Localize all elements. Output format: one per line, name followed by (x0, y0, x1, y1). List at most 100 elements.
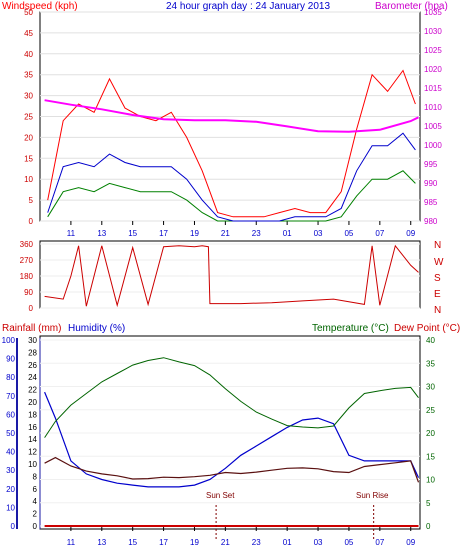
baro-tick-label: 990 (424, 179, 438, 188)
dir-tick-label: 360 (20, 240, 34, 249)
temp-tick-label: 5 (426, 499, 431, 508)
grid-lines (40, 11, 420, 531)
wind-x-tick-label: 07 (375, 229, 384, 238)
wind-tick-label: 45 (24, 29, 33, 38)
humidity-line (44, 391, 420, 488)
dir-tick-label: 0 (29, 304, 34, 313)
baro-tick-label: 1035 (424, 8, 442, 17)
rain-tick-label: 12 (28, 448, 37, 457)
rain-tick-label: 18 (28, 410, 37, 419)
wind-tick-label: 50 (24, 8, 33, 17)
temp-x-tick-label: 15 (128, 538, 137, 547)
wind-tick-label: 20 (24, 133, 33, 142)
rain-tick-label: 8 (33, 472, 38, 481)
avg-wind-line (47, 132, 416, 222)
temp-tick-label: 10 (426, 476, 435, 485)
humidity-tick-label: 20 (6, 485, 15, 494)
temp-x-tick-label: 11 (67, 538, 76, 547)
wind-x-tick-label: 05 (344, 229, 353, 238)
humidity-tick-label: 50 (6, 429, 15, 438)
wind-tick-label: 15 (24, 154, 33, 163)
temp-tick-label: 20 (426, 429, 435, 438)
wind-x-tick-label: 01 (283, 229, 292, 238)
baro-axis-title: Barometer (hpa) (375, 1, 448, 12)
low-wind-line (47, 170, 416, 222)
baro-tick-label: 1020 (424, 65, 442, 74)
dir-tick-label: 270 (20, 256, 34, 265)
rain-tick-label: 10 (28, 460, 37, 469)
baro-tick-label: 995 (424, 160, 438, 169)
wind-x-tick-label: 19 (190, 229, 199, 238)
gust-line (47, 69, 416, 218)
humidity-tick-label: 70 (6, 392, 15, 401)
temp-tick-label: 40 (426, 336, 435, 345)
rain-tick-label: 26 (28, 361, 37, 370)
rain-tick-label: 0 (33, 522, 38, 531)
temp-axis-title: Temperature (°C) (312, 323, 389, 334)
temp-tick-label: 35 (426, 359, 435, 368)
temp-x-tick-label: 01 (283, 538, 292, 547)
wind-x-tick-label: 09 (406, 229, 415, 238)
dir-tick-label: 90 (24, 288, 33, 297)
wind-x-tick-label: 17 (159, 229, 168, 238)
wind-tick-label: 0 (29, 217, 34, 226)
rain-tick-label: 16 (28, 423, 37, 432)
dew-axis-title: Dew Point (°C) (394, 323, 460, 334)
rain-tick-label: 4 (33, 497, 38, 506)
graph-title: 24 hour graph day : 24 January 2013 (166, 1, 330, 12)
rain-tick-label: 28 (28, 348, 37, 357)
rain-tick-label: 24 (28, 373, 37, 382)
wind-series (44, 69, 419, 222)
dir-tick-label: 180 (20, 272, 34, 281)
wind-tick-label: 10 (24, 175, 33, 184)
temp-x-tick-label: 17 (159, 538, 168, 547)
rain-tick-label: 22 (28, 386, 37, 395)
baro-tick-label: 1000 (424, 141, 442, 150)
temp-x-tick-label: 19 (190, 538, 199, 547)
rain-tick-label: 6 (33, 485, 38, 494)
compass-e: E (434, 289, 441, 300)
temp-x-tick-label: 21 (221, 538, 230, 547)
humidity-axis-title: Humidity (%) (68, 323, 125, 334)
baro-tick-label: 980 (424, 217, 438, 226)
sunrise-label: Sun Rise (356, 491, 389, 500)
baro-tick-label: 1030 (424, 27, 442, 36)
wind-x-tick-label: 13 (97, 229, 106, 238)
baro-tick-label: 1015 (424, 84, 442, 93)
direction-panel-frame (39, 240, 421, 309)
compass-n-top: N (434, 240, 441, 251)
temp-x-tick-label: 13 (97, 538, 106, 547)
temp-series (44, 357, 420, 540)
temperature-line (44, 357, 419, 438)
baro-tick-label: 985 (424, 198, 438, 207)
humidity-tick-label: 90 (6, 355, 15, 364)
compass-w: W (434, 257, 444, 268)
rain-tick-label: 20 (28, 398, 37, 407)
wind-tick-label: 40 (24, 50, 33, 59)
wind-tick-label: 30 (24, 92, 33, 101)
barometer-line (44, 99, 419, 133)
dewpoint-line (44, 456, 420, 483)
direction-line (44, 244, 419, 308)
temp-x-tick-label: 09 (406, 538, 415, 547)
tick-labels: 0510152025303540455098098599099510001005… (2, 8, 443, 547)
temp-tick-label: 15 (426, 452, 435, 461)
humidity-tick-label: 30 (6, 466, 15, 475)
humidity-tick-label: 100 (2, 336, 16, 345)
humidity-tick-label: 10 (6, 503, 15, 512)
wind-tick-label: 35 (24, 71, 33, 80)
humidity-tick-label: 80 (6, 373, 15, 382)
humidity-tick-label: 60 (6, 410, 15, 419)
wind-x-tick-label: 11 (67, 229, 76, 238)
rain-tick-label: 14 (28, 435, 37, 444)
baro-tick-label: 1010 (424, 103, 442, 112)
baro-tick-label: 1025 (424, 46, 442, 55)
sunset-label: Sun Set (206, 491, 235, 500)
temp-x-tick-label: 03 (314, 538, 323, 547)
temp-tick-label: 30 (426, 383, 435, 392)
temp-x-tick-label: 07 (375, 538, 384, 547)
wind-x-tick-label: 21 (221, 229, 230, 238)
temp-x-tick-label: 05 (344, 538, 353, 547)
